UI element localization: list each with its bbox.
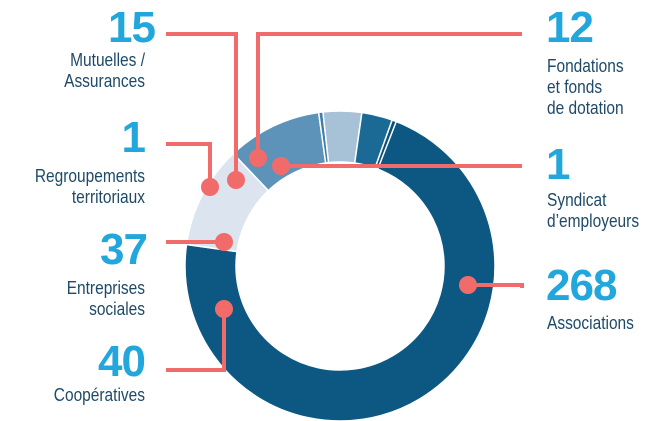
leader-line-associations: [468, 283, 524, 288]
category-label-mutuelles-line-2: Assurances: [64, 71, 145, 91]
value-label-associations: 268: [546, 261, 617, 310]
category-label-regroupements-line-1: Regroupements: [34, 166, 145, 186]
category-label-regroupements-line-2: territoriaux: [71, 187, 145, 207]
value-label-cooperatives: 40: [98, 337, 146, 386]
leader-dot-entreprises-sociales: [215, 233, 233, 251]
category-label-fondations-line-1: Fondations: [547, 56, 624, 76]
leader-line-cooperatives: [166, 309, 226, 372]
leader-dot-mutuelles: [227, 171, 245, 189]
leader-line-fondations: [256, 32, 522, 158]
leader-line-regroupements: [166, 142, 212, 187]
leader-line-mutuelles: [166, 32, 238, 180]
value-label-syndicat: 1: [546, 140, 570, 189]
category-label-syndicat: Syndicat d’employeurs: [547, 190, 648, 232]
category-label-syndicat-line-1: Syndicat: [547, 190, 607, 210]
category-label-fondations: Fondations et fonds de dotation: [547, 56, 646, 119]
value-label-regroupements: 1: [121, 113, 146, 162]
value-label-mutuelles: 15: [108, 3, 156, 52]
category-label-fondations-line-2: et fonds: [547, 77, 603, 97]
leader-dot-fondations: [249, 149, 267, 167]
slice-associations: [184, 119, 496, 421]
category-label-regroupements: Regroupements territoriaux: [20, 166, 145, 208]
category-label-associations: Associations: [547, 313, 646, 334]
leader-dot-syndicat: [272, 157, 290, 175]
category-label-entreprises-line-2: sociales: [89, 299, 145, 319]
category-label-syndicat-line-2: d’employeurs: [547, 211, 640, 231]
slice-syndicat: [374, 119, 398, 171]
leader-dot-cooperatives: [215, 300, 233, 318]
category-label-mutuelles: Mutuelles / Assurances: [36, 50, 145, 92]
value-label-entreprises-sociales: 37: [100, 225, 148, 274]
category-label-mutuelles-line-1: Mutuelles /: [70, 50, 145, 70]
category-label-cooperatives-line-1: Coopératives: [53, 385, 145, 405]
category-label-entreprises-line-1: Entreprises: [66, 278, 145, 298]
leader-dot-regroupements: [201, 178, 219, 196]
category-label-associations-line-1: Associations: [547, 313, 634, 333]
category-label-cooperatives: Coopératives: [36, 385, 145, 406]
category-label-entreprises-sociales: Entreprises sociales: [36, 278, 145, 320]
category-label-fondations-line-3: de dotation: [547, 98, 624, 118]
value-label-fondations: 12: [546, 3, 594, 52]
leader-dot-associations: [459, 276, 477, 294]
